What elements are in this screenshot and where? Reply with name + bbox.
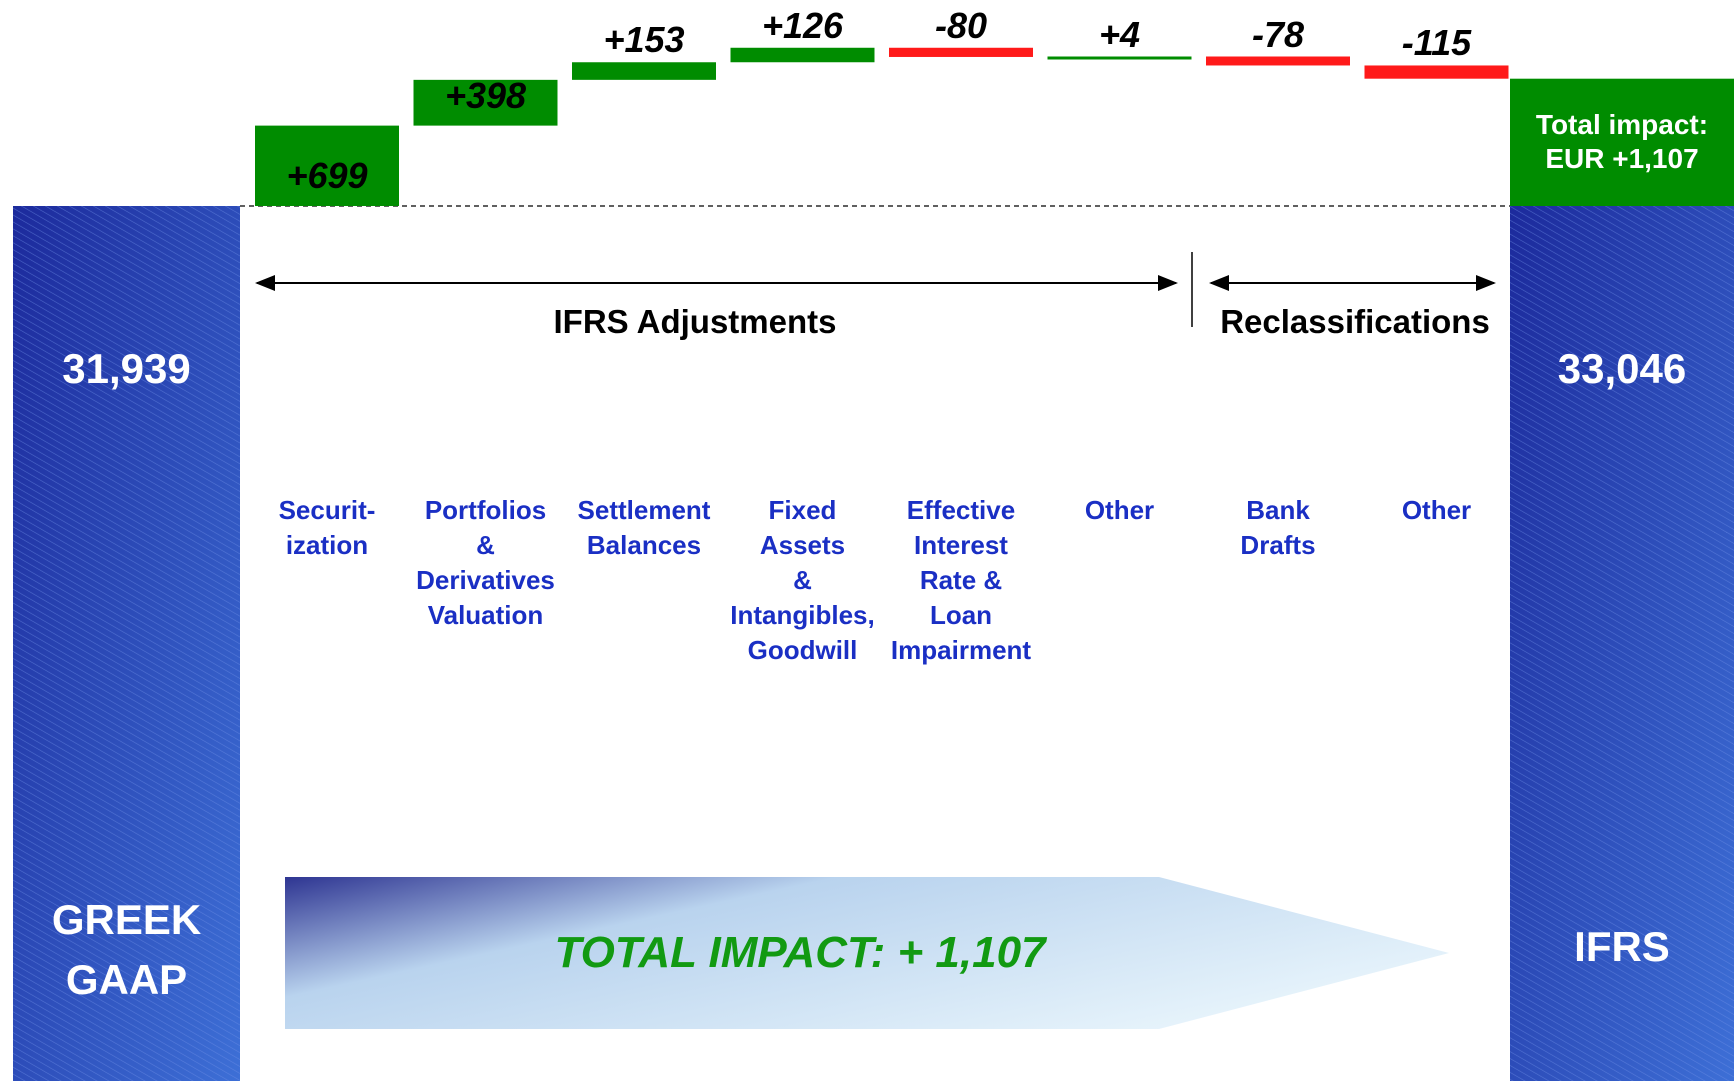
category-label: Other: [1084, 495, 1155, 525]
column-hatch: [13, 206, 240, 1081]
category-label: Settlement Balances: [577, 495, 711, 560]
category-label: Portfolios & Derivatives Valuation: [416, 495, 555, 630]
start-name: GREEK GAAP: [51, 896, 202, 1003]
bar: [889, 47, 1033, 57]
bar: [730, 47, 875, 63]
group-label: Reclassifications: [1220, 303, 1490, 340]
value-label: +126: [761, 4, 844, 46]
bar: [413, 79, 558, 126]
value-label: -78: [1251, 13, 1305, 55]
impact-banner: TOTAL IMPACT: + 1,107: [554, 928, 1046, 977]
total-impact-label: Total impact: EUR +1,107: [1535, 109, 1709, 174]
end-value: 33,046: [1557, 345, 1687, 392]
value-label: +4: [1098, 13, 1141, 55]
impact-arrow: [285, 877, 1449, 1029]
bar: [1047, 56, 1192, 60]
bar: [572, 62, 716, 80]
category-label: Bank Drafts: [1240, 495, 1316, 560]
bar: [1364, 65, 1509, 79]
end-name: IFRS: [1574, 923, 1670, 970]
category-label: Effective Interest Rate & Loan Impairmen…: [890, 495, 1032, 665]
group-label: IFRS Adjustments: [553, 303, 837, 340]
category-label: Fixed Assets & Intangibles, Goodwill: [730, 495, 875, 665]
value-label: -80: [934, 4, 988, 46]
value-label: +153: [603, 19, 685, 61]
total-impact-box: [1510, 78, 1734, 206]
category-label: Securit- ization: [278, 495, 376, 560]
value-label: -115: [1401, 22, 1472, 64]
value-label: +398: [444, 74, 527, 116]
category-label: Other: [1401, 495, 1472, 525]
start-value: 31,939: [62, 345, 191, 392]
bar: [255, 125, 399, 206]
column-hatch: [1510, 206, 1734, 1081]
bar: [1206, 56, 1350, 66]
value-label: +699: [286, 155, 368, 196]
